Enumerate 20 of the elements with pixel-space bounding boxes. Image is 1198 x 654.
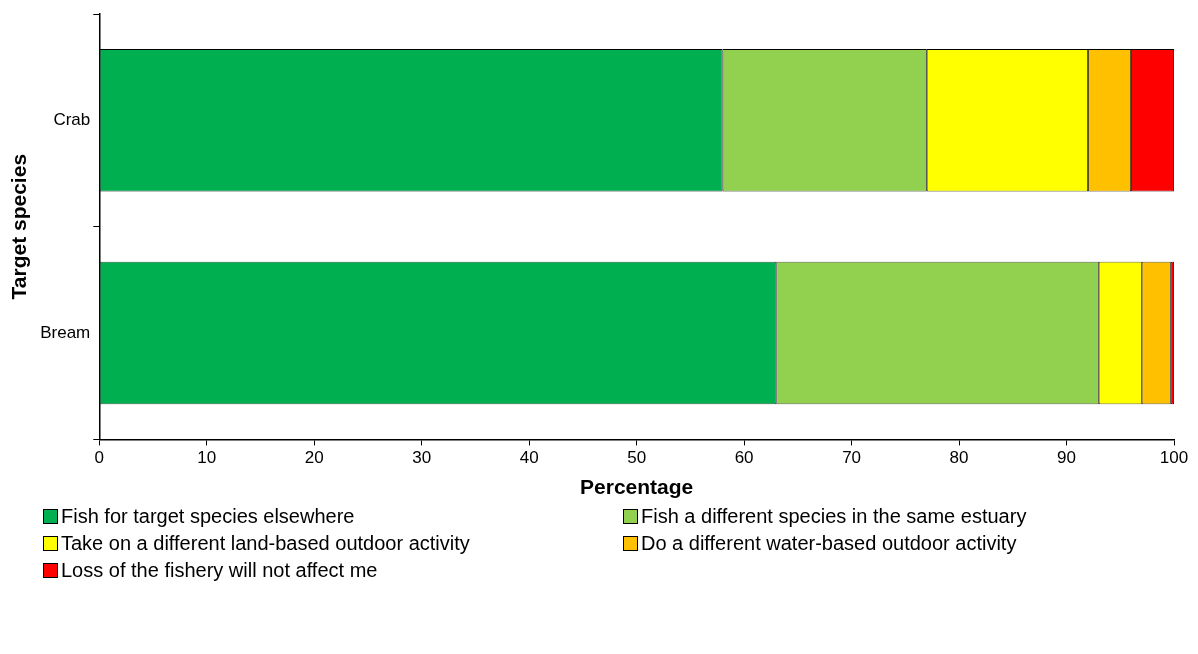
y-axis-title: Target species bbox=[7, 153, 31, 300]
y-tick-label: Bream bbox=[40, 322, 91, 342]
x-axis-title: Percentage bbox=[580, 475, 694, 499]
x-tick-label: 70 bbox=[842, 448, 862, 468]
x-tick-label: 90 bbox=[1057, 448, 1076, 468]
x-tick-label: 80 bbox=[949, 448, 969, 468]
x-tick-label: 10 bbox=[197, 448, 217, 468]
x-tick-label: 40 bbox=[519, 448, 539, 468]
x-tick-label: 50 bbox=[627, 448, 647, 468]
x-tick-label: 30 bbox=[412, 448, 432, 468]
legend-label: Do a different water-based outdoor activity bbox=[641, 532, 1017, 555]
legend-label: Take on a different land-based outdoor activity bbox=[61, 532, 470, 555]
legend-label: Fish a different species in the same estuary bbox=[641, 505, 1027, 528]
x-tick-label: 20 bbox=[304, 448, 324, 468]
x-tick-label: 60 bbox=[734, 448, 754, 468]
legend-label: Loss of the fishery will not affect me bbox=[61, 559, 378, 582]
x-tick-label: 0 bbox=[94, 448, 104, 468]
legend-label: Fish for target species elsewhere bbox=[61, 505, 355, 528]
y-tick-label: Crab bbox=[53, 110, 91, 130]
x-tick-label: 100 bbox=[1159, 448, 1189, 468]
